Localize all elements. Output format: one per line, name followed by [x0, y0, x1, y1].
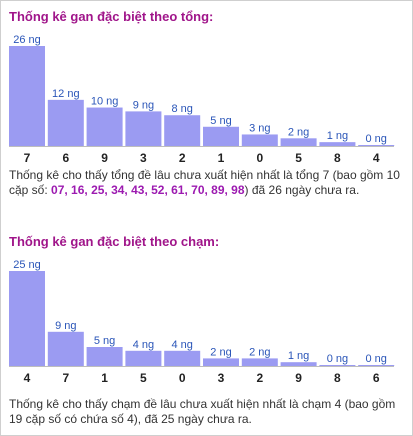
category-label: 7	[62, 371, 69, 385]
section-description: Thống kê cho thấy tổng đề lâu chưa xuất …	[9, 168, 404, 198]
bar	[280, 138, 317, 146]
data-label: 25 ng	[13, 259, 41, 271]
data-label: 2 ng	[249, 346, 270, 358]
category-label: 6	[373, 371, 380, 385]
bar-chart-cham: 25 ng 4 9 ng 7 5 ng 1 4 ng 5 4 ng 0 2 ng 3 2 ng 2 1 ng…	[9, 259, 395, 385]
bar-chart-tong: 26 ng 7 12 ng 6 10 ng 9 9 ng 3 8 ng 2 5 ng 1 3 ng 0 2 …	[9, 34, 395, 165]
data-label: 0 ng	[327, 353, 348, 365]
bar	[47, 331, 84, 366]
data-label: 4 ng	[171, 339, 192, 351]
data-label: 10 ng	[91, 96, 119, 108]
data-label: 26 ng	[13, 34, 41, 46]
description-text-end: ) đã 26 ngày chưa ra.	[244, 183, 360, 197]
data-label: 8 ng	[171, 103, 192, 115]
bar	[86, 107, 123, 146]
bar	[47, 99, 84, 146]
data-label: 9 ng	[133, 99, 154, 111]
data-label: 2 ng	[288, 126, 309, 138]
bar	[319, 142, 356, 146]
category-label: 0	[256, 151, 263, 165]
data-label: 4 ng	[133, 339, 154, 351]
category-label: 6	[62, 151, 69, 165]
section-description: Thống kê cho thấy chạm đề lâu chưa xuất …	[9, 397, 404, 427]
bar	[125, 350, 162, 366]
category-label: 5	[295, 151, 302, 165]
category-label: 2	[179, 151, 186, 165]
category-label: 7	[24, 151, 31, 165]
category-label: 3	[218, 371, 225, 385]
data-label: 0 ng	[365, 133, 386, 145]
data-label: 3 ng	[249, 122, 270, 134]
bar	[203, 126, 239, 146]
category-label: 9	[295, 371, 302, 385]
bar	[9, 46, 45, 146]
description-text: Thống kê cho thấy chạm đề lâu chưa xuất …	[9, 397, 396, 426]
category-label: 4	[373, 151, 380, 165]
data-label: 5 ng	[94, 335, 115, 347]
category-label: 4	[24, 371, 31, 385]
category-label: 8	[334, 371, 341, 385]
bar	[280, 362, 317, 366]
category-label: 8	[334, 151, 341, 165]
category-label: 0	[179, 371, 186, 385]
bar	[358, 365, 395, 366]
category-label: 1	[218, 151, 225, 165]
bar	[203, 358, 239, 366]
description-text: Thống kê cho thấy tổng đề lâu chưa xuất …	[9, 168, 400, 197]
description-highlight: 07, 16, 25, 34, 43, 52, 61, 70, 89, 98	[51, 183, 245, 197]
bar	[164, 115, 201, 146]
category-label: 2	[256, 371, 263, 385]
bar	[125, 111, 162, 146]
section-title: Thống kê gan đặc biệt theo chạm:	[9, 234, 220, 249]
bar	[9, 271, 45, 366]
data-label: 5 ng	[210, 115, 231, 127]
data-label: 1 ng	[327, 130, 348, 142]
category-label: 1	[101, 371, 108, 385]
section-title: Thống kê gan đặc biệt theo tổng:	[9, 9, 214, 24]
bar	[241, 358, 278, 366]
data-label: 9 ng	[55, 320, 76, 332]
bar	[358, 145, 395, 146]
data-label: 2 ng	[210, 346, 231, 358]
data-label: 12 ng	[52, 88, 80, 100]
bar	[319, 365, 356, 366]
bar	[241, 134, 278, 146]
bar	[164, 350, 201, 366]
category-label: 9	[101, 151, 108, 165]
data-label: 0 ng	[365, 353, 386, 365]
data-label: 1 ng	[288, 350, 309, 362]
category-label: 5	[140, 371, 147, 385]
category-label: 3	[140, 151, 147, 165]
bar	[86, 347, 123, 366]
